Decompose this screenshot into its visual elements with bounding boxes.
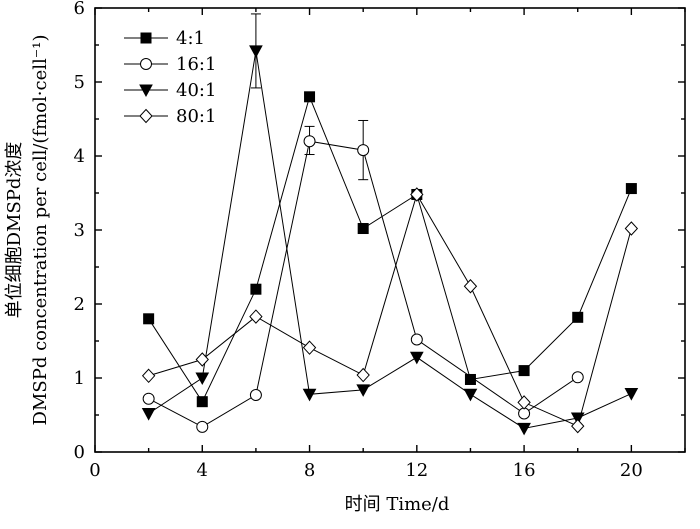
y-tick-label: 6 (74, 0, 85, 19)
y-tick-label: 4 (74, 146, 85, 167)
y-tick-label: 1 (74, 368, 85, 389)
series-16-to-1-point (196, 420, 209, 433)
legend-80-to-1-marker (139, 108, 153, 124)
legend-16-to-1-marker (140, 58, 152, 70)
series-40-to-1-point (195, 372, 210, 386)
series-4-to-1-point (464, 373, 476, 385)
x-tick-label: 12 (405, 460, 428, 481)
series-80-to-1-point (410, 187, 424, 202)
series-4-to-1-point (357, 223, 369, 235)
y-axis-label-english: DMSPd concentration per cell/(fmol·cell⁻… (30, 35, 51, 426)
y-tick-label: 5 (74, 72, 85, 93)
y-tick-label: 2 (74, 294, 85, 315)
series-markers (141, 45, 639, 436)
x-axis-label: 时间 Time/d (345, 494, 450, 515)
legend-4-to-1-label: 4:1 (176, 28, 205, 49)
legend-4-to-1-marker (140, 32, 152, 44)
series-40-to-1-point (249, 45, 263, 58)
series-40-to-1-line (148, 50, 632, 429)
series-80-to-1-point (463, 279, 478, 294)
legend: 4:1 16:1 40:1 80:1 (124, 28, 216, 127)
legend-40-to-1-label: 40:1 (176, 80, 216, 101)
x-tick-label: 20 (620, 460, 643, 481)
x-tick-label: 4 (197, 460, 208, 481)
series-lines (148, 50, 632, 429)
legend-16-to-1-label: 16:1 (176, 54, 216, 75)
series-80-to-1-point (195, 352, 209, 367)
series-4-to-1-point (143, 313, 155, 325)
series-16-to-1-point (571, 371, 584, 384)
series-4-to-1-point (518, 365, 530, 377)
y-axis-label-chinese: 单位细胞DMSPd浓度 (4, 142, 25, 319)
series-16-to-1-point (410, 333, 423, 346)
y-tick-label: 0 (74, 442, 85, 463)
series-40-to-1-point (356, 384, 371, 397)
series-80-to-1-point (517, 395, 531, 410)
series-4-to-1-point (304, 91, 316, 103)
series-4-to-1-point (196, 396, 208, 408)
legend-80-to-1-label: 80:1 (176, 106, 216, 127)
series-80-to-1-point (302, 340, 317, 355)
series-16-to-1-point (303, 135, 316, 148)
series-80-to-1-point (141, 368, 156, 384)
series-40-to-1-point (302, 388, 317, 402)
series-4-to-1-point (250, 283, 262, 295)
series-80-to-1-point (249, 309, 263, 324)
series-16-to-1-point (142, 392, 155, 405)
series-4-to-1-point (572, 311, 584, 323)
series-16-to-1-line (148, 140, 579, 428)
x-tick-label: 0 (89, 460, 100, 481)
series-16-to-1-point (357, 144, 370, 157)
series-80-to-1-line (148, 193, 632, 427)
series-80-to-1-point (624, 221, 639, 236)
series-16-to-1-point (518, 407, 531, 420)
series-40-to-1-point (517, 422, 531, 436)
series-40-to-1-point (141, 408, 156, 421)
series-40-to-1-point (463, 388, 478, 402)
series-4-to-1-line (148, 95, 632, 403)
series-80-to-1-point (356, 367, 370, 383)
series-80-to-1-point (571, 418, 585, 434)
series-4-to-1-point (625, 183, 637, 195)
legend-40-to-1-marker (139, 84, 153, 98)
x-tick-label: 16 (513, 460, 536, 481)
series-40-to-1-point (409, 351, 424, 365)
series-16-to-1-point (249, 389, 262, 402)
series-40-to-1-point (570, 412, 585, 426)
x-tick-label: 8 (304, 460, 315, 481)
series-40-to-1-point (624, 388, 639, 401)
y-tick-label: 3 (74, 220, 85, 241)
